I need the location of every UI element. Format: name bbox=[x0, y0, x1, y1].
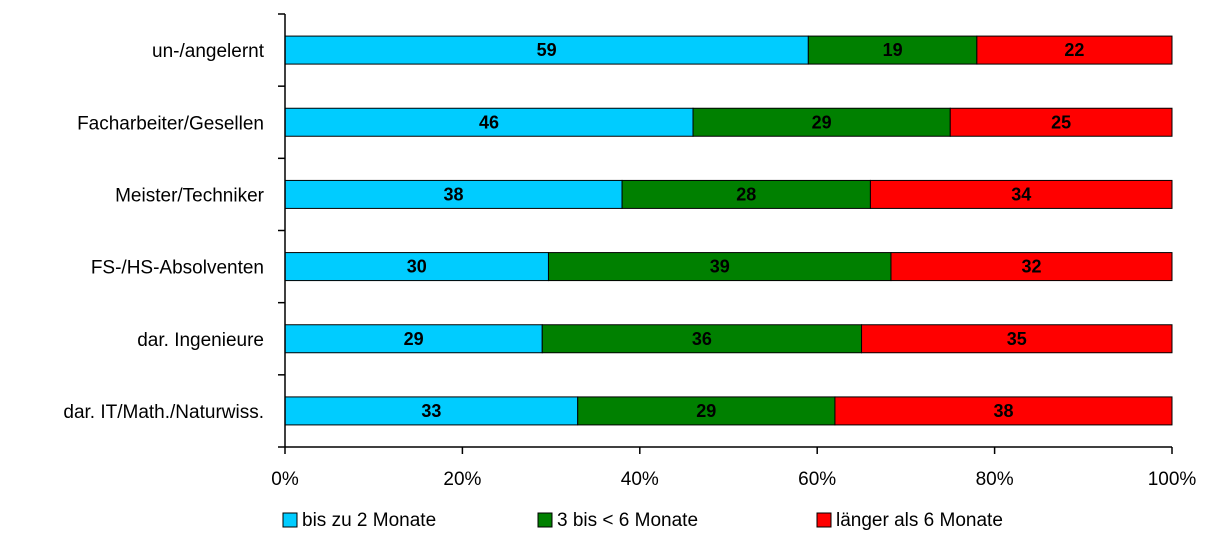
data-label: 34 bbox=[1011, 184, 1031, 204]
bar-segment bbox=[541, 324, 863, 354]
category-label: dar. Ingenieure bbox=[137, 330, 264, 351]
bar-segment bbox=[949, 107, 1173, 137]
bar-segment bbox=[577, 396, 836, 426]
bar-segment bbox=[861, 324, 1173, 354]
data-label: 35 bbox=[1007, 329, 1027, 349]
data-label: 25 bbox=[1051, 112, 1071, 132]
bar-segment bbox=[807, 35, 978, 65]
data-label: 39 bbox=[710, 257, 730, 277]
legend-label: 3 bis < 6 Monate bbox=[557, 510, 698, 531]
bar-segment bbox=[284, 35, 809, 65]
data-label: 38 bbox=[993, 401, 1013, 421]
bar-segment bbox=[284, 179, 623, 209]
category-label: un-/angelernt bbox=[152, 41, 265, 62]
data-label: 59 bbox=[537, 40, 557, 60]
data-label: 38 bbox=[444, 184, 464, 204]
data-label: 29 bbox=[404, 329, 424, 349]
category-label: dar. IT/Math./Naturwiss. bbox=[63, 402, 264, 423]
data-label: 46 bbox=[479, 112, 499, 132]
category-label: FS-/HS-Absolventen bbox=[91, 258, 264, 279]
plot-area: 59 19 22 un-/angelernt 46 29 25 Facharbeiter/Ge… bbox=[63, 13, 1197, 490]
data-label: 22 bbox=[1064, 40, 1084, 60]
data-label: 29 bbox=[812, 112, 832, 132]
legend-label: länger als 6 Monate bbox=[836, 510, 1003, 531]
bar-segment bbox=[890, 252, 1173, 282]
bar-segment bbox=[621, 179, 871, 209]
data-label: 28 bbox=[736, 184, 756, 204]
category-label: Meister/Techniker bbox=[115, 185, 265, 206]
data-label: 29 bbox=[696, 401, 716, 421]
legend-label: bis zu 2 Monate bbox=[302, 510, 436, 531]
x-tick-label: 0% bbox=[271, 469, 299, 490]
legend: bis zu 2 Monate 3 bis < 6 Monate länger al… bbox=[282, 510, 1003, 531]
x-tick-label: 100% bbox=[1148, 469, 1197, 490]
x-tick-label: 20% bbox=[443, 469, 481, 490]
bar-segment bbox=[869, 179, 1173, 209]
x-tick-label: 60% bbox=[798, 469, 836, 490]
bar-segment bbox=[976, 35, 1173, 65]
bar-segment bbox=[284, 252, 549, 282]
data-label: 33 bbox=[421, 401, 441, 421]
bar-segment bbox=[692, 107, 951, 137]
data-label: 19 bbox=[883, 40, 903, 60]
bar-segment bbox=[284, 324, 543, 354]
data-label: 36 bbox=[692, 329, 712, 349]
category-label: Facharbeiter/Gesellen bbox=[77, 113, 264, 134]
legend-swatch bbox=[282, 512, 298, 528]
x-tick-label: 40% bbox=[621, 469, 659, 490]
data-label: 30 bbox=[407, 257, 427, 277]
x-tick-label: 80% bbox=[976, 469, 1014, 490]
data-label: 32 bbox=[1021, 257, 1041, 277]
legend-swatch bbox=[537, 512, 553, 528]
legend-swatch bbox=[816, 512, 832, 528]
bar-segment bbox=[834, 396, 1173, 426]
